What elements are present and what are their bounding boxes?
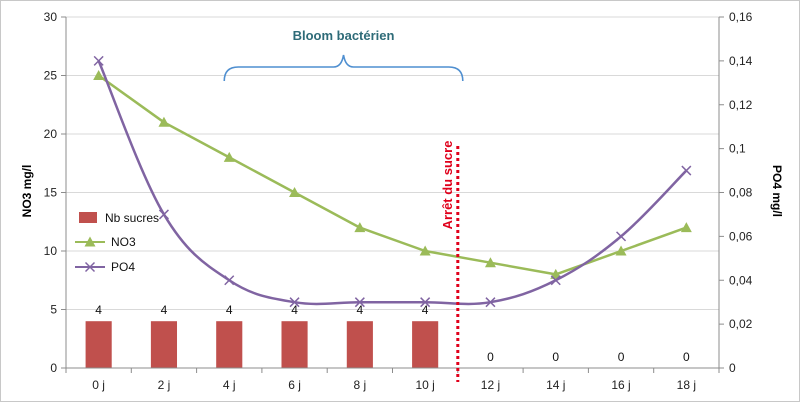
po4-point bbox=[420, 297, 431, 308]
po4-point bbox=[289, 297, 300, 308]
no3-point bbox=[93, 70, 105, 80]
bloom-label: Bloom bactérien bbox=[293, 28, 395, 43]
x-tick-label: 4 j bbox=[223, 378, 236, 392]
legend-label-nb-sucres: Nb sucres bbox=[105, 211, 159, 225]
x-axis-ticks: 0 j 2 j 4 j 6 j 8 j 10 j 12 j 14 j 16 j 18 j bbox=[92, 378, 696, 392]
legend: Nb sucres NO3 PO4 bbox=[75, 211, 159, 274]
bar-data-label: 0 bbox=[487, 350, 494, 364]
bar-data-label: 4 bbox=[422, 303, 429, 317]
legend-swatch-nb-sucres bbox=[79, 212, 97, 223]
bar bbox=[150, 321, 178, 368]
no3-point bbox=[550, 268, 562, 279]
no3-point bbox=[158, 116, 170, 127]
bars-nb-sucres bbox=[85, 321, 439, 368]
po4-point bbox=[485, 297, 496, 308]
left-axis-ticks: 0 5 10 15 20 25 30 bbox=[44, 10, 58, 375]
bar-data-label: 0 bbox=[552, 350, 559, 364]
x-tick-label: 16 j bbox=[611, 378, 630, 392]
right-tick-label: 0,04 bbox=[729, 273, 753, 287]
legend-label-no3: NO3 bbox=[111, 235, 136, 249]
left-tick-label: 25 bbox=[44, 69, 58, 83]
bar bbox=[281, 321, 308, 368]
po4-point bbox=[550, 275, 561, 286]
left-tick-label: 0 bbox=[50, 361, 57, 375]
x-tick-label: 6 j bbox=[288, 378, 301, 392]
left-tick-label: 30 bbox=[44, 10, 58, 24]
bar-data-label: 4 bbox=[95, 303, 102, 317]
stop-label: Arrêt du sucre bbox=[440, 141, 455, 230]
no3-point bbox=[680, 222, 692, 233]
legend-label-po4: PO4 bbox=[111, 260, 135, 274]
po4-point bbox=[681, 165, 692, 176]
annotations: Bloom bactérien Arrêt du sucre bbox=[223, 28, 464, 382]
x-tick-label: 2 j bbox=[158, 378, 171, 392]
no3-line bbox=[97, 74, 687, 276]
no3-point bbox=[615, 245, 627, 256]
series-po4 bbox=[93, 55, 692, 308]
left-tick-label: 15 bbox=[44, 186, 58, 200]
bar bbox=[412, 321, 439, 368]
left-tick-label: 5 bbox=[50, 303, 57, 317]
po4-point bbox=[93, 55, 104, 66]
po4-point bbox=[616, 231, 627, 242]
bar-data-label: 0 bbox=[618, 350, 625, 364]
right-tick-label: 0,1 bbox=[729, 142, 746, 156]
bar-data-label: 4 bbox=[226, 303, 233, 317]
bar bbox=[346, 321, 373, 368]
bar-data-label: 4 bbox=[291, 303, 298, 317]
po4-point bbox=[158, 209, 169, 220]
no3-point bbox=[354, 222, 366, 233]
x-tick-label: 10 j bbox=[415, 378, 434, 392]
x-tick-label: 12 j bbox=[481, 378, 500, 392]
po4-point bbox=[354, 297, 365, 308]
no3-point bbox=[484, 257, 496, 268]
right-tick-label: 0,16 bbox=[729, 10, 753, 24]
series-no3 bbox=[93, 70, 692, 279]
bar-data-label: 4 bbox=[357, 303, 364, 317]
bar-data-labels: 4 4 4 4 4 4 0 0 0 0 bbox=[95, 303, 690, 364]
po4-line bbox=[97, 60, 688, 306]
axes bbox=[61, 16, 724, 373]
bar-data-label: 0 bbox=[683, 350, 690, 364]
no3-point bbox=[223, 151, 235, 162]
right-tick-label: 0 bbox=[729, 361, 736, 375]
no3-point bbox=[289, 187, 301, 197]
legend-swatch-po4-marker bbox=[84, 261, 96, 273]
no3-point bbox=[419, 245, 431, 256]
legend-swatch-no3-marker bbox=[84, 236, 96, 247]
po4-point bbox=[224, 275, 235, 286]
x-tick-label: 18 j bbox=[677, 378, 696, 392]
left-axis-title: NO3 mg/l bbox=[20, 165, 34, 218]
left-tick-label: 20 bbox=[44, 127, 58, 141]
bar bbox=[85, 321, 112, 368]
x-tick-label: 8 j bbox=[354, 378, 367, 392]
right-tick-label: 0,06 bbox=[729, 229, 753, 243]
right-axis-title: PO4 mg/l bbox=[770, 165, 784, 217]
bar-data-label: 4 bbox=[161, 303, 168, 317]
right-tick-label: 0,08 bbox=[729, 186, 753, 200]
right-axis-ticks: 0 0,02 0,04 0,06 0,08 0,1 0,12 0,14 0,16 bbox=[729, 10, 753, 375]
right-tick-label: 0,02 bbox=[729, 317, 753, 331]
gridlines bbox=[66, 16, 719, 310]
right-tick-label: 0,14 bbox=[729, 54, 753, 68]
x-tick-label: 0 j bbox=[92, 378, 105, 392]
right-tick-label: 0,12 bbox=[729, 98, 753, 112]
x-tick-label: 14 j bbox=[546, 378, 565, 392]
left-tick-label: 10 bbox=[44, 244, 58, 258]
bloom-brace bbox=[223, 54, 464, 82]
bar bbox=[216, 321, 243, 368]
